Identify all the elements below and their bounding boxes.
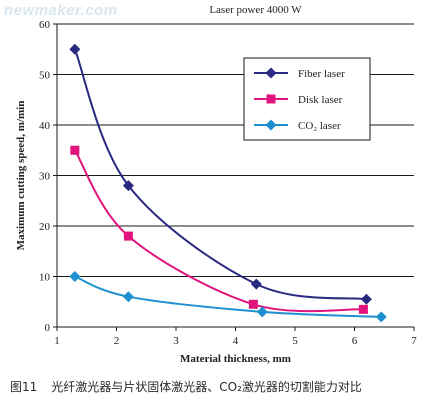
legend-label-0: Fiber laser: [298, 68, 345, 80]
data-point-s2-2: [256, 306, 268, 318]
figure-label: 图11: [10, 380, 38, 394]
series-line-1: [74, 149, 364, 313]
data-point-s2-1: [122, 291, 134, 303]
x-tick-label-4: 4: [233, 335, 239, 347]
data-point-s0-1: [122, 180, 134, 192]
data-point-s0-0: [69, 43, 81, 55]
data-point-s0-2: [250, 278, 262, 290]
y-axis-title: Maximum cutting speed, m/min: [15, 101, 27, 251]
x-tick-label-1: 1: [54, 335, 60, 347]
data-point-s1-3: [358, 304, 368, 314]
data-point-s1-2: [248, 299, 258, 309]
y-tick-label-10: 10: [39, 272, 51, 284]
y-tick-label-60: 60: [39, 19, 51, 31]
x-tick-label-6: 6: [352, 335, 358, 347]
data-point-s2-3: [375, 311, 387, 323]
y-tick-label-20: 20: [39, 221, 51, 233]
data-point-s0-3: [360, 293, 372, 305]
legend-marker-1: [266, 94, 276, 104]
y-tick-label-0: 0: [45, 322, 51, 334]
y-tick-label-30: 30: [39, 171, 51, 183]
data-point-s2-0: [69, 271, 81, 282]
y-tick-label-40: 40: [39, 120, 51, 132]
line-chart: 0 10 20 30 40 50 60 1 2 3 4 5 6 7 Laser power 4000 W Ma…: [15, 4, 417, 365]
x-tick-label-3: 3: [173, 335, 179, 347]
x-axis-title: Material thickness, mm: [180, 353, 291, 365]
data-point-s1-0: [70, 145, 80, 155]
watermark-text: newmaker.com: [4, 2, 118, 19]
x-tick-label-7: 7: [411, 335, 417, 347]
legend-label-1: Disk laser: [298, 94, 343, 106]
series-line-0: [73, 48, 367, 301]
x-tick-label-2: 2: [114, 335, 120, 347]
x-tick-label-5: 5: [292, 335, 298, 347]
chart-title: Laser power 4000 W: [209, 4, 302, 16]
series-line-2: [74, 275, 382, 318]
data-point-s1-1: [123, 231, 133, 241]
legend-marker-2: [265, 119, 277, 131]
y-tick-label-50: 50: [39, 70, 51, 82]
figure-caption: 图11 光纤激光器与片状固体激光器、CO₂激光器的切割能力对比: [10, 378, 434, 395]
legend-marker-0: [265, 67, 277, 79]
caption-text: 光纤激光器与片状固体激光器、CO₂激光器的切割能力对比: [51, 380, 362, 394]
legend-label-2: CO₂ laser: [298, 120, 341, 132]
